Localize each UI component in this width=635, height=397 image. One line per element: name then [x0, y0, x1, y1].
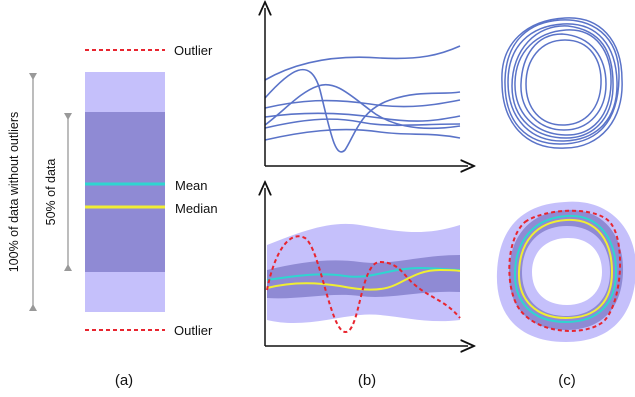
loop-1	[501, 17, 623, 149]
panel-b-top	[265, 8, 468, 166]
outlier-top-label: Outlier	[174, 43, 213, 58]
inner-band-rect	[85, 112, 165, 272]
median-label: Median	[175, 201, 218, 216]
curve-7	[264, 83, 461, 130]
curve-1	[264, 45, 461, 81]
curve-4	[264, 112, 461, 122]
b-mean-curve	[266, 266, 461, 281]
loop-5	[525, 39, 602, 126]
c-median-loop	[517, 218, 614, 320]
loop-3	[514, 29, 612, 136]
c-outlier-loop	[508, 209, 621, 332]
caption-c: (c)	[558, 372, 576, 389]
loop-7	[511, 25, 614, 139]
curve-6	[264, 128, 461, 141]
panel-c-bottom: (c)	[496, 201, 635, 389]
outlier-bottom-label: Outlier	[174, 323, 213, 338]
loop-6	[504, 19, 620, 145]
curve-5	[264, 118, 461, 129]
range-50-label: 50% of data	[44, 159, 58, 226]
caption-a: (a)	[115, 372, 133, 389]
range-50-marker	[64, 113, 72, 271]
curve-3	[264, 99, 461, 109]
caption-b: (b)	[358, 372, 376, 389]
range-100-marker	[29, 73, 37, 311]
range-100-label: 100% of data without outliers	[7, 112, 21, 273]
loop-2	[507, 23, 618, 142]
curve-ensemble	[264, 45, 461, 153]
curve-2	[264, 68, 461, 153]
b-median-curve	[266, 268, 461, 291]
b-outlier-curve	[266, 235, 461, 333]
panel-a: Outlier Mean Median Outlier 100% of data…	[7, 43, 218, 389]
mean-label: Mean	[175, 178, 208, 193]
loop-4	[520, 33, 607, 131]
panel-c-top	[501, 17, 623, 149]
panel-b-bottom: (b)	[265, 188, 468, 389]
c-mean-loop	[513, 214, 618, 324]
